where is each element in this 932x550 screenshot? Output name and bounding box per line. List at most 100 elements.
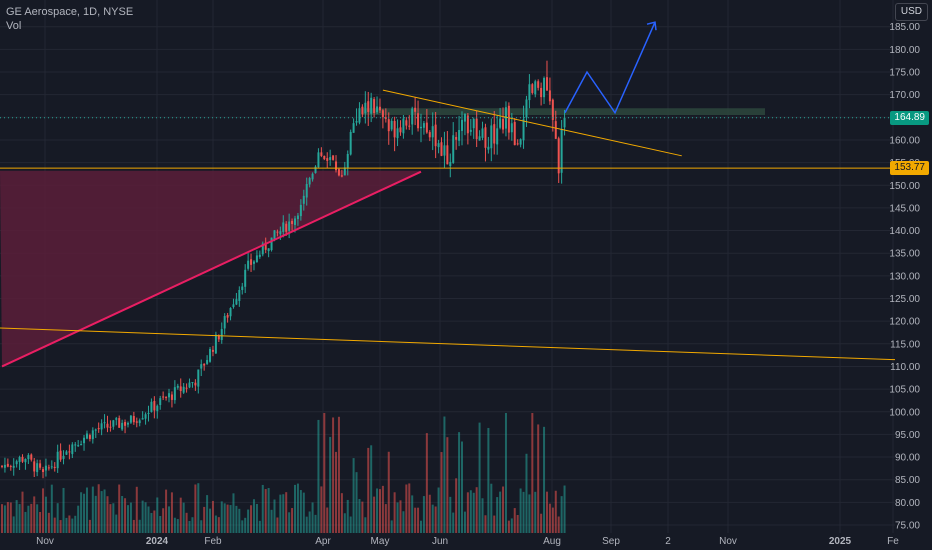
volume-bar xyxy=(173,517,176,533)
volume-bar xyxy=(440,452,443,533)
candle-body xyxy=(188,382,191,388)
volume-bar xyxy=(24,511,27,533)
candle-body xyxy=(226,315,229,318)
candle-body xyxy=(548,90,551,102)
candle-body xyxy=(493,124,496,144)
volume-bar xyxy=(384,504,387,533)
volume-bar xyxy=(472,492,475,533)
candle-body xyxy=(91,430,94,440)
candle-body xyxy=(384,117,387,119)
currency-button[interactable]: USD xyxy=(894,3,928,21)
volume-bar xyxy=(548,503,551,533)
candle-body xyxy=(288,221,291,231)
volume-bar xyxy=(21,491,24,533)
x-tick-label: Nov xyxy=(36,536,54,547)
candle-body xyxy=(481,128,484,138)
candle-body xyxy=(250,259,253,265)
volume-bar xyxy=(217,517,220,533)
candle-body xyxy=(329,157,332,161)
volume-label: Vol xyxy=(6,20,22,32)
orange-trendline-lower xyxy=(0,327,896,361)
candle-body xyxy=(519,139,522,145)
volume-bar xyxy=(159,515,162,533)
volume-bar xyxy=(27,505,30,533)
candle-body xyxy=(496,128,499,145)
x-tick-label: Fe xyxy=(887,536,899,547)
candle-body xyxy=(138,420,141,424)
volume-bar xyxy=(302,492,305,533)
volume-bar xyxy=(132,519,135,533)
candle-body xyxy=(71,444,74,455)
candle-body xyxy=(194,382,197,386)
volume-bar xyxy=(320,486,323,533)
volume-bar xyxy=(165,489,168,533)
last-price-tag: 164.89 xyxy=(890,110,929,125)
y-tick-label: 95.00 xyxy=(895,430,920,441)
candle-body xyxy=(118,418,121,428)
volume-bar xyxy=(376,488,379,533)
candle-body xyxy=(53,466,56,469)
y-tick-label: 100.00 xyxy=(889,407,920,418)
candle-body xyxy=(200,364,203,369)
candle-body xyxy=(15,461,18,465)
volume-bar xyxy=(458,432,461,533)
volume-bar xyxy=(452,512,455,533)
y-tick-label: 160.00 xyxy=(889,135,920,146)
volume-bar xyxy=(194,484,197,533)
volume-bar xyxy=(340,493,343,533)
volume-bar xyxy=(361,501,364,533)
volume-bar xyxy=(528,494,531,533)
candle-body xyxy=(408,125,411,127)
y-tick-label: 90.00 xyxy=(895,453,920,464)
volume-bar xyxy=(513,508,516,533)
volume-bar xyxy=(431,504,434,533)
volume-bar xyxy=(478,422,481,533)
volume-bar xyxy=(91,486,94,533)
candle-body xyxy=(411,108,414,125)
candle-body xyxy=(276,231,279,233)
candle-body xyxy=(396,128,399,139)
volume-bar xyxy=(323,413,326,533)
candle-body xyxy=(144,414,147,419)
candle-body xyxy=(115,418,118,420)
candle-body xyxy=(472,118,475,129)
candle-body xyxy=(443,145,446,156)
candle-body xyxy=(179,386,182,392)
candle-body xyxy=(94,429,97,431)
volume-bar xyxy=(481,498,484,533)
candle-body xyxy=(153,400,156,411)
volume-bar xyxy=(3,505,6,533)
volume-bar xyxy=(83,493,86,533)
candle-body xyxy=(355,121,358,123)
candle-body xyxy=(159,398,162,405)
y-tick-label: 105.00 xyxy=(889,385,920,396)
candle-body xyxy=(255,255,258,263)
volume-bar xyxy=(209,508,212,533)
candle-body xyxy=(364,102,367,114)
volume-bar xyxy=(294,484,296,533)
volume-bar xyxy=(50,484,53,533)
volume-bar xyxy=(393,492,396,533)
volume-bar xyxy=(53,517,56,533)
volume-bar xyxy=(94,495,97,533)
y-tick-label: 180.00 xyxy=(889,45,920,56)
x-tick-label: Nov xyxy=(719,536,737,547)
volume-bar xyxy=(314,514,317,533)
candle-body xyxy=(97,428,100,430)
candle-body xyxy=(267,248,270,252)
candle-body xyxy=(282,222,285,232)
candle-body xyxy=(6,463,9,467)
volume-bar xyxy=(534,491,537,533)
volume-bar xyxy=(311,502,314,533)
volume-bar xyxy=(387,451,390,533)
candle-body xyxy=(12,465,15,468)
candle-body xyxy=(156,405,159,412)
volume-bar xyxy=(168,506,171,533)
candle-body xyxy=(80,444,83,446)
pink-trendline xyxy=(1,170,422,368)
volume-bar xyxy=(235,505,238,533)
volume-bar xyxy=(59,520,62,533)
x-tick-label: Aug xyxy=(543,536,561,547)
candle-body xyxy=(36,463,39,473)
